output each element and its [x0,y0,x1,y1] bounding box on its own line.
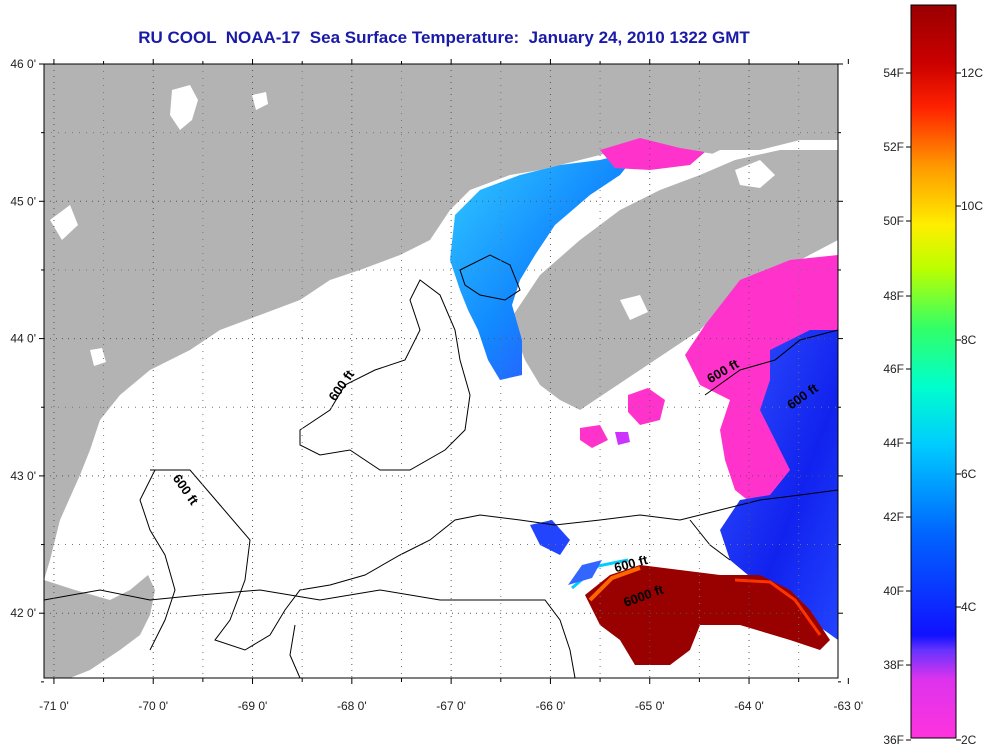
colorbar-c-label: 6C [961,467,977,481]
latitude-axis: 46 0' 45 0' 44 0' 43 0' 42 0' [10,57,843,683]
cloud-patch-6 [735,160,775,188]
sst-fundy-magenta [600,138,705,170]
land-new-england [44,64,838,580]
sst-shelf-edge-blue-2 [568,560,602,585]
colorbar-c-label: 12C [961,66,983,80]
sst-offshore-magenta-1 [628,388,665,425]
colorbar-c-label: 8C [961,333,977,347]
map-graticule [44,64,838,678]
colorbar-f-label: 50F [883,214,904,228]
land-nova-scotia [510,150,838,410]
colorbar-f-label: 36F [883,733,904,747]
lon-tick-label: -67 0' [436,699,466,713]
colorbar [910,4,957,739]
bathymetry-contours [44,254,838,678]
sst-offshore-magenta-3 [615,432,630,445]
sst-warm-water [585,565,830,665]
colorbar-f-label: 38F [883,658,904,672]
lon-tick-label: -70 0' [138,699,168,713]
colorbar-f-label: 52F [883,140,904,154]
land-cape-cod [44,575,155,678]
cloud-patch-2 [252,92,268,110]
colorbar-f-label: 46F [883,362,904,376]
longitude-axis: -71 0' -70 0' -69 0' -68 0' -67 0' -66 0' -65 … [39,59,863,713]
lon-tick-label: -71 0' [39,699,69,713]
colorbar-f-label: 40F [883,584,904,598]
lon-tick-label: -66 0' [536,699,566,713]
sst-frontal-band-3 [734,578,822,636]
colorbar-f-label: 48F [883,289,904,303]
cloud-patch-3 [50,205,78,240]
colorbar-c-label: 2C [961,733,977,747]
colorbar-celsius-scale: 12C 10C 8C 6C 4C 2C [956,66,983,747]
cloud-patch-5 [620,295,648,320]
lon-tick-label: -69 0' [238,699,268,713]
lon-tick-label: -65 0' [635,699,665,713]
lat-tick-label: 45 0' [10,194,36,208]
lat-tick-label: 46 0' [10,57,36,71]
cloud-patch-1 [170,85,198,130]
colorbar-f-label: 44F [883,436,904,450]
sst-frontal-band [588,566,641,602]
colorbar-c-label: 10C [961,199,983,213]
lon-tick-label: -68 0' [337,699,367,713]
lat-tick-label: 42 0' [10,606,36,620]
sst-shelf-edge-blue [530,520,570,555]
colorbar-c-label: 4C [961,600,977,614]
sst-fundy-cold-water [450,150,640,380]
sst-offshore-magenta-2 [580,425,608,448]
colorbar-f-label: 54F [883,66,904,80]
cloud-patch-4 [90,348,106,366]
colorbar-fahrenheit-scale: 54F 52F 50F 48F 46F 44F 42F 40F 38F 36F [883,66,911,747]
colorbar-f-label: 42F [883,510,904,524]
lon-tick-label: -64 0' [734,699,764,713]
map-title: RU COOL NOAA-17 Sea Surface Temperature:… [138,28,750,47]
lon-tick-label: -63 0' [834,699,864,713]
lat-tick-label: 44 0' [10,332,36,346]
lat-tick-label: 43 0' [10,469,36,483]
map-frame [43,63,839,679]
